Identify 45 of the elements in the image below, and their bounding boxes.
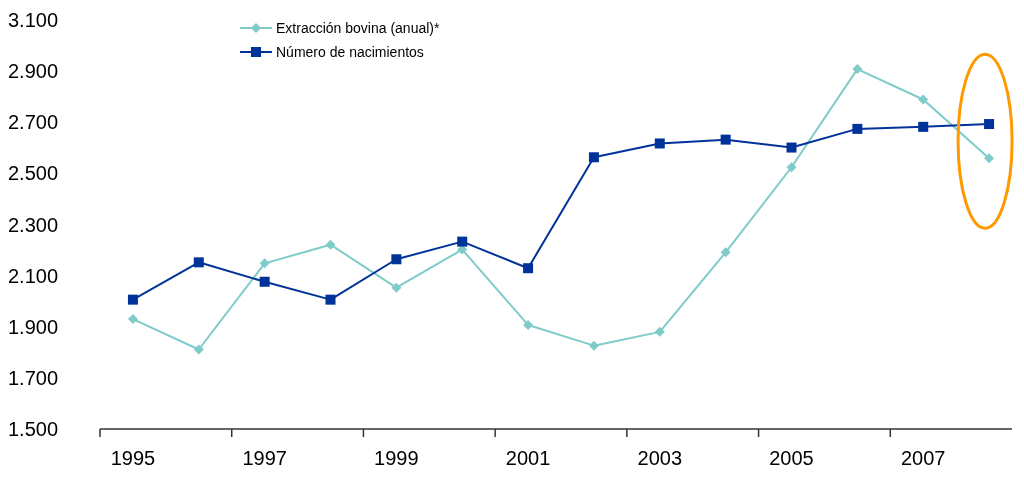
point <box>984 153 995 164</box>
y-tick-label: 2.500 <box>8 162 59 185</box>
y-tick-label: 1.500 <box>8 418 59 440</box>
point <box>193 344 204 355</box>
y-tick-label: 3.100 <box>8 9 59 31</box>
x-tick-label: 1997 <box>242 447 287 469</box>
point <box>918 94 929 105</box>
point <box>654 326 665 337</box>
point <box>127 294 138 305</box>
x-tick-label: 2003 <box>637 447 683 469</box>
point <box>786 142 797 153</box>
x-tick-label: 1999 <box>374 447 419 469</box>
y-tick-label: 1.900 <box>8 315 59 338</box>
x-tick-label: 1995 <box>110 447 156 469</box>
point <box>127 314 138 325</box>
point <box>523 263 534 274</box>
y-tick-label: 1.700 <box>8 366 59 389</box>
y-tick-label: 2.700 <box>8 111 59 134</box>
point <box>391 282 402 293</box>
y-tick-label: 2.100 <box>8 264 59 287</box>
point <box>523 319 534 330</box>
point <box>786 162 797 173</box>
point <box>720 247 731 258</box>
point <box>259 276 270 287</box>
x-tick-label: 2007 <box>900 447 946 469</box>
point <box>588 340 599 351</box>
y-tick-label: 2.300 <box>8 213 59 236</box>
point <box>259 258 270 269</box>
point <box>654 138 665 149</box>
point <box>193 257 204 268</box>
x-tick-label: 2001 <box>505 447 551 469</box>
point <box>984 119 995 130</box>
point <box>852 64 863 75</box>
point <box>852 123 863 134</box>
x-tick-label: 2005 <box>769 447 814 469</box>
legend-label: Número de nacimientos <box>276 43 424 60</box>
point <box>325 239 336 250</box>
legend-label: Extracción bovina (anual)* <box>276 19 440 36</box>
point <box>457 236 468 247</box>
point <box>391 254 402 265</box>
point <box>720 134 731 145</box>
point <box>918 121 929 132</box>
y-tick-label: 2.900 <box>8 60 59 83</box>
point <box>588 152 599 163</box>
point <box>325 294 336 305</box>
